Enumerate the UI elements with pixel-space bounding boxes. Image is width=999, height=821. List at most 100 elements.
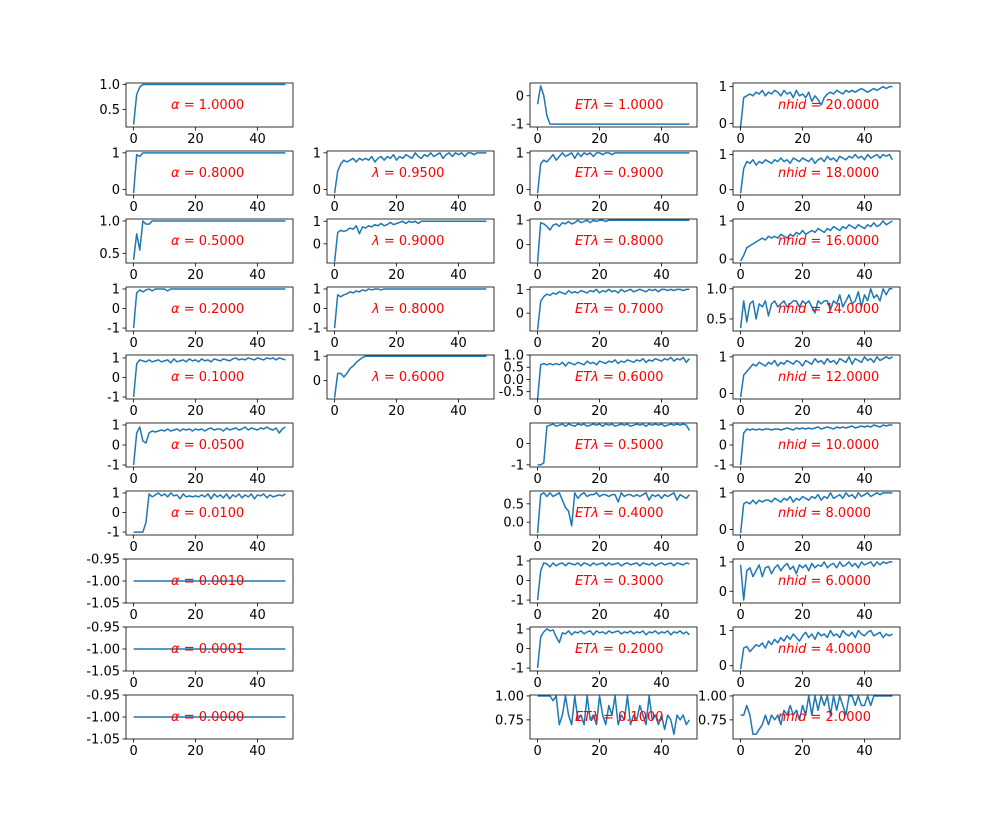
x-tick-label: 40 xyxy=(249,404,266,419)
x-tick-label: 0 xyxy=(736,200,744,215)
parameter-annotation: α = 0.0500 xyxy=(171,438,244,453)
parameter-value: 0.0000 xyxy=(199,710,245,725)
x-tick-label: 40 xyxy=(856,676,873,691)
parameter-symbol: α xyxy=(171,98,180,113)
parameter-value: 6.0000 xyxy=(826,574,872,589)
y-tick-label: 0.5 xyxy=(503,497,524,512)
y-tick-label: -1 xyxy=(714,459,727,474)
subplot-3: 0 20 40 1 0 -1 α = 0.2000 xyxy=(107,282,294,351)
y-tick-label: 1 xyxy=(719,148,727,163)
y-tick-label: 1 xyxy=(112,282,120,297)
series-line xyxy=(132,357,286,398)
x-tick-label: 40 xyxy=(653,608,670,623)
subplot-7: 0 20 40 -0.95 -1.00 -1.05 α = 0.0010 xyxy=(86,553,294,623)
equals-sign: = xyxy=(599,642,618,657)
y-tick-label: 0 xyxy=(719,387,727,402)
y-tick-label: 1 xyxy=(112,351,120,366)
series-line xyxy=(132,288,286,329)
axes-frame xyxy=(125,354,294,400)
y-tick-label: 1 xyxy=(516,283,524,298)
equals-sign: = xyxy=(180,234,199,249)
y-tick-label: 1 xyxy=(112,146,120,161)
subplot-13: 0 20 40 1 0 λ = 0.6000 xyxy=(313,350,495,419)
parameter-annotation: α = 0.5000 xyxy=(171,234,244,249)
parameter-annotation: ETλ = 0.4000 xyxy=(575,506,664,521)
parameter-value: 0.6000 xyxy=(399,370,445,385)
x-tick-label: 40 xyxy=(249,608,266,623)
y-tick-label: 0.75 xyxy=(495,713,524,728)
parameter-symbol: α xyxy=(171,642,180,657)
parameter-annotation: α = 0.0001 xyxy=(171,642,244,657)
y-tick-label: -1 xyxy=(511,662,524,677)
y-tick-label: 1 xyxy=(112,419,120,434)
y-tick-label: -1.00 xyxy=(86,711,120,726)
parameter-value: 0.5000 xyxy=(618,438,664,453)
y-tick-label: 0 xyxy=(719,523,727,538)
y-tick-label: 0 xyxy=(112,439,120,454)
y-tick-label: 0 xyxy=(112,506,120,521)
x-tick-label: 40 xyxy=(249,132,266,147)
parameter-annotation: α = 0.1000 xyxy=(171,370,244,385)
parameter-symbol: nhid xyxy=(778,506,807,521)
equals-sign: = xyxy=(599,98,618,113)
parameter-annotation: nhid = 10.0000 xyxy=(778,438,879,453)
subplot-27: 0 20 40 1.0 0.5 nhid = 14.0000 xyxy=(706,282,901,351)
x-tick-label: 40 xyxy=(249,268,266,283)
y-tick-label: 0.5 xyxy=(706,312,727,327)
y-tick-label: 1.0 xyxy=(706,282,727,297)
parameter-annotation: α = 0.0100 xyxy=(171,506,244,521)
x-tick-label: 40 xyxy=(249,472,266,487)
subplot-6: 0 20 40 1 0 -1 α = 0.0100 xyxy=(107,486,294,555)
x-tick-label: 0 xyxy=(330,336,338,351)
axes-frame xyxy=(125,218,294,264)
parameter-symbol: ETλ xyxy=(575,438,599,453)
x-tick-label: 20 xyxy=(591,744,608,759)
parameter-value: 0.9000 xyxy=(399,234,445,249)
subplot-9: 0 20 40 -0.95 -1.00 -1.05 α = 0.0000 xyxy=(86,689,294,759)
axes-frame xyxy=(529,150,698,196)
parameter-value: 0.8000 xyxy=(399,302,445,317)
series-line xyxy=(536,356,690,399)
y-tick-label: 0 xyxy=(112,371,120,386)
x-tick-label: 40 xyxy=(856,336,873,351)
equals-sign: = xyxy=(806,506,825,521)
y-tick-label: -1 xyxy=(511,118,524,133)
series-line xyxy=(333,355,487,398)
parameter-symbol: λ xyxy=(371,234,380,249)
y-tick-label: 0.75 xyxy=(698,713,727,728)
subplot-14: 0 20 40 0 -1 ETλ = 1.0000 xyxy=(511,82,698,147)
x-tick-label: 0 xyxy=(533,404,541,419)
y-tick-label: 0 xyxy=(719,117,727,132)
x-tick-label: 0 xyxy=(736,472,744,487)
y-tick-label: 0.5 xyxy=(99,247,120,262)
x-tick-label: 20 xyxy=(187,132,204,147)
y-tick-label: 1 xyxy=(719,214,727,229)
subplot-1: 0 20 40 1 0 α = 0.8000 xyxy=(112,146,294,215)
x-tick-label: 40 xyxy=(653,132,670,147)
y-tick-label: 0 xyxy=(516,89,524,104)
x-tick-label: 40 xyxy=(856,540,873,555)
equals-sign: = xyxy=(180,642,199,657)
x-tick-label: 40 xyxy=(856,744,873,759)
series-line xyxy=(536,152,690,194)
y-tick-label: 0 xyxy=(516,574,524,589)
axes-frame xyxy=(125,286,294,332)
parameter-annotation: λ = 0.8000 xyxy=(371,302,444,317)
parameter-value: 14.0000 xyxy=(826,302,880,317)
parameter-value: 0.0001 xyxy=(199,642,245,657)
subplot-19: 0 20 40 0 -1 ETλ = 0.5000 xyxy=(511,422,698,487)
subplot-25: 0 20 40 1 0 nhid = 18.0000 xyxy=(719,148,901,215)
x-tick-label: 40 xyxy=(653,268,670,283)
x-tick-label: 20 xyxy=(794,472,811,487)
parameter-value: 4.0000 xyxy=(826,642,872,657)
x-tick-label: 0 xyxy=(736,540,744,555)
x-tick-label: 0 xyxy=(129,268,137,283)
y-tick-label: 0 xyxy=(313,237,321,252)
x-tick-label: 0 xyxy=(330,268,338,283)
parameter-annotation: ETλ = 0.6000 xyxy=(575,370,664,385)
equals-sign: = xyxy=(599,370,618,385)
x-tick-label: 0 xyxy=(129,676,137,691)
x-tick-label: 40 xyxy=(653,404,670,419)
parameter-value: 0.7000 xyxy=(618,302,664,317)
x-tick-label: 40 xyxy=(450,268,467,283)
